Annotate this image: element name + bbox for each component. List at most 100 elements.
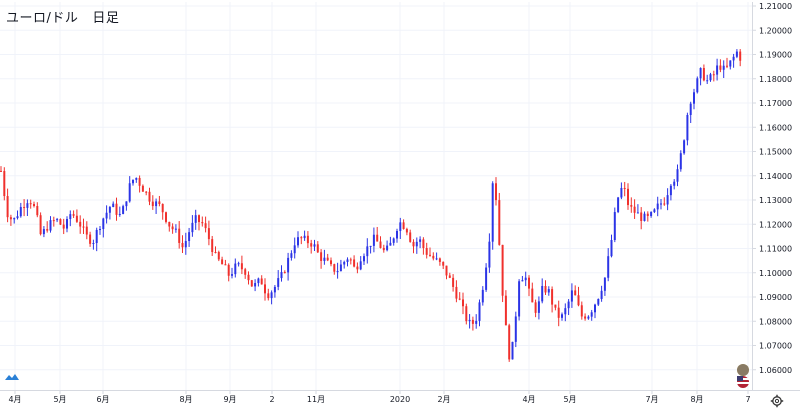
- candle-body: [201, 222, 204, 224]
- candle-body: [501, 244, 504, 296]
- candle: [250, 279, 253, 287]
- candle: [66, 216, 68, 233]
- candle-body: [422, 239, 425, 249]
- candle-body: [138, 177, 141, 186]
- candle: [52, 216, 55, 227]
- candle-body: [46, 229, 49, 231]
- chart-grid: [0, 2, 800, 391]
- candle: [485, 263, 488, 292]
- candle-body: [495, 183, 497, 201]
- candle-body: [214, 252, 217, 254]
- x-tick-label: 2: [269, 395, 274, 404]
- candle-body: [277, 278, 280, 287]
- candle: [620, 182, 623, 200]
- candle: [432, 252, 435, 261]
- candle: [198, 214, 200, 231]
- y-tick-label: 1.21000: [759, 2, 792, 11]
- candle: [405, 227, 408, 236]
- candle: [587, 315, 590, 320]
- candle: [118, 206, 121, 217]
- candle-body: [224, 264, 227, 266]
- candle: [656, 196, 659, 217]
- candle: [165, 211, 167, 224]
- candle-body: [132, 179, 134, 184]
- candle-body: [128, 183, 131, 202]
- candle: [613, 207, 616, 243]
- candle: [168, 221, 171, 232]
- candle: [227, 263, 230, 282]
- candle-body: [521, 280, 524, 282]
- candle: [719, 59, 722, 73]
- candle: [481, 286, 484, 306]
- candle-body: [89, 234, 92, 244]
- candle-body: [735, 51, 738, 57]
- candle-body: [69, 214, 72, 220]
- candle-body: [719, 65, 722, 70]
- candle-body: [326, 257, 329, 261]
- candle: [310, 239, 313, 254]
- candle: [534, 299, 537, 318]
- candle-body: [386, 245, 389, 251]
- candle: [240, 255, 243, 275]
- candle: [247, 271, 250, 285]
- candle-body: [498, 200, 501, 245]
- candle: [617, 196, 620, 214]
- candle: [561, 312, 563, 321]
- candle: [194, 209, 197, 230]
- candle-body: [442, 261, 445, 266]
- candle: [280, 265, 283, 282]
- candle-body: [198, 215, 200, 223]
- candle-body: [524, 277, 527, 281]
- candle-body: [481, 289, 484, 303]
- candle: [158, 195, 161, 207]
- candle-body: [330, 260, 332, 265]
- candle: [49, 216, 52, 233]
- candle: [234, 258, 237, 278]
- candle: [409, 229, 412, 243]
- candle: [491, 181, 494, 250]
- candle: [504, 290, 507, 326]
- candle-body: [135, 177, 138, 180]
- tradingview-logo-icon[interactable]: [4, 372, 20, 382]
- candle-body: [633, 206, 636, 213]
- candle: [564, 303, 567, 322]
- candle-body: [504, 295, 507, 326]
- candle-body: [646, 213, 649, 216]
- candle-body: [402, 222, 405, 229]
- candle-body: [297, 237, 299, 246]
- candle: [112, 201, 115, 208]
- candle: [244, 267, 247, 279]
- candle-body: [636, 212, 639, 214]
- candle-body: [227, 264, 230, 276]
- candle-body: [699, 68, 702, 79]
- candle-body: [412, 241, 415, 247]
- candle: [501, 244, 504, 303]
- candle-body: [112, 203, 115, 208]
- candle: [297, 231, 299, 248]
- price-axis[interactable]: 1.06000 1.07000 1.08000 1.09000 1.10000 1.110…: [752, 2, 792, 375]
- y-tick-label: 1.07000: [759, 342, 792, 351]
- candle-body: [415, 241, 418, 247]
- candle: [306, 231, 309, 248]
- candle: [171, 223, 174, 234]
- candle-body: [105, 212, 108, 219]
- candle-body: [42, 229, 45, 235]
- candle-body: [39, 215, 42, 235]
- candle-body: [435, 258, 438, 260]
- candle: [95, 227, 98, 252]
- candle: [438, 257, 441, 266]
- gear-icon[interactable]: [770, 394, 784, 408]
- candle-body: [716, 65, 719, 75]
- candle: [33, 201, 35, 208]
- candle: [528, 275, 530, 297]
- candle-body: [653, 209, 656, 213]
- candle-body: [686, 114, 689, 141]
- time-axis[interactable]: 4月 5月 6月 8月 9月 2 11月 2020 2月 4月 5月 7月 8月 7: [8, 390, 751, 404]
- candle: [9, 214, 12, 226]
- candle: [422, 237, 425, 255]
- candle-body: [623, 188, 626, 190]
- candle: [42, 226, 45, 238]
- candle: [237, 261, 240, 267]
- candle: [267, 288, 270, 301]
